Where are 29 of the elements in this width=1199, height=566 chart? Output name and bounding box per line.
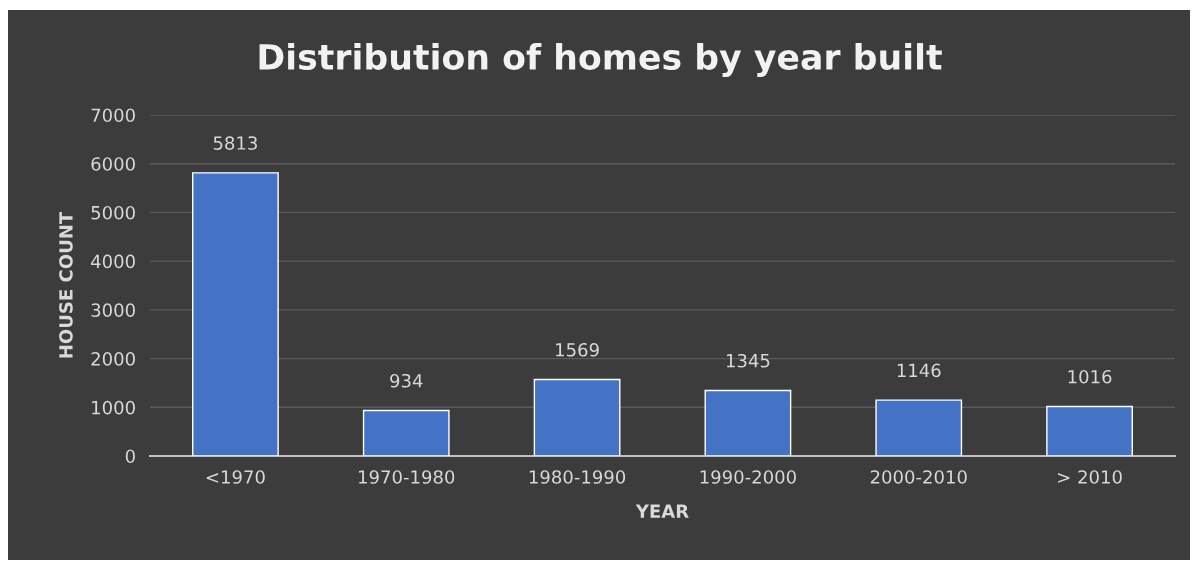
x-tick-label: 1990-2000 xyxy=(700,470,796,484)
data-label: 1345 xyxy=(726,353,770,368)
data-label: 1146 xyxy=(897,363,941,378)
bar xyxy=(533,378,621,456)
y-tick-label: 2000 xyxy=(91,352,135,366)
bar xyxy=(362,409,450,456)
x-tick-label: 1970-1980 xyxy=(359,470,455,484)
x-tick-label: 2000-2010 xyxy=(870,470,967,484)
data-label: 1569 xyxy=(556,342,599,357)
y-tick-label: 7000 xyxy=(91,108,135,123)
y-tick-label: 6000 xyxy=(91,157,135,171)
data-label: 1016 xyxy=(1068,369,1112,384)
y-tick-label: 1000 xyxy=(92,400,135,415)
y-tick-label: 4000 xyxy=(91,254,135,269)
bar xyxy=(875,399,963,456)
x-axis-title: YEAR xyxy=(635,504,689,518)
y-tick-label: 5000 xyxy=(91,205,135,220)
x-tick-label: <1970 xyxy=(206,470,265,484)
y-tick-label: 0 xyxy=(125,449,135,464)
data-label: 5813 xyxy=(213,136,257,150)
y-axis-title: HOUSE COUNT xyxy=(59,211,73,358)
x-tick-label: 1980-1990 xyxy=(529,470,626,484)
bar xyxy=(192,172,279,456)
x-tick-label: > 2010 xyxy=(1058,470,1122,484)
bar xyxy=(704,389,792,456)
chart-title: Distribution of homes by year built xyxy=(259,43,942,77)
y-tick-label: 3000 xyxy=(91,303,135,317)
bar xyxy=(1046,405,1133,456)
data-label: 934 xyxy=(390,373,423,388)
